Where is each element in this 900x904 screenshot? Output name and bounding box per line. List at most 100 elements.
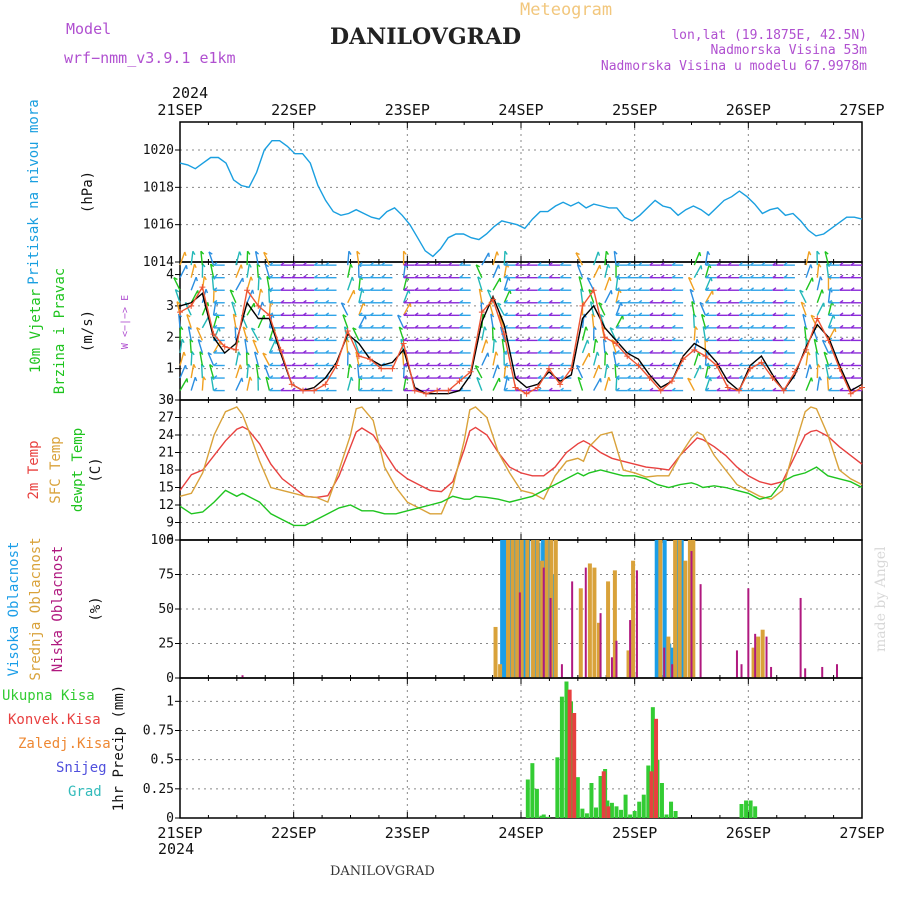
bar-precip_total: [628, 815, 632, 819]
y-tick-label: 0.25: [143, 782, 174, 797]
wind-barb: [615, 364, 616, 378]
bar-low_cloud: [519, 592, 521, 678]
legend-precip_strat: Zaledj.Kisa: [18, 736, 111, 752]
model-label: Model: [66, 20, 111, 38]
wind-barb: [504, 251, 505, 265]
bar-low_cloud: [754, 634, 756, 678]
wind-barb: [269, 289, 270, 303]
wind-barb-head: [410, 303, 411, 307]
wind-barb-head: [600, 265, 601, 269]
ylabel-precip-unit: 1hr Precip (mm): [111, 685, 127, 811]
bar-precip_total: [744, 801, 748, 819]
wind-compass-label: W <−|−> E: [120, 295, 131, 349]
bar-precip_conv: [654, 719, 658, 818]
bar-precip_total: [585, 813, 589, 818]
ylabel-sfc: SFC Temp: [48, 436, 64, 503]
bar-mid_cloud: [673, 540, 677, 678]
bar-low_cloud: [671, 664, 673, 678]
bar-mid_cloud: [761, 630, 765, 678]
bar-precip_total: [594, 808, 598, 819]
bar-precip_total: [576, 777, 580, 818]
model-elevation-info: Nadmorska Visina u modelu 67.9978m: [601, 59, 867, 74]
wind-barb-head: [812, 278, 813, 282]
ylabel-pressure: Pritisak na nivou mora: [26, 99, 42, 284]
bar-low_cloud: [585, 568, 587, 678]
bar-mid_cloud: [658, 540, 662, 678]
wind-barb-head: [499, 265, 500, 269]
top-day-label: 24SEP: [498, 101, 543, 119]
y-tick-label: 100: [151, 533, 174, 548]
bottom-day-label: 27SEP: [839, 824, 884, 842]
bottom-day-label: 26SEP: [726, 824, 771, 842]
y-tick-label: 24: [158, 428, 174, 443]
wind-barb-head: [600, 378, 601, 382]
bar-mid_cloud: [531, 540, 535, 678]
bar-low_cloud: [736, 650, 738, 678]
bar-mid_cloud: [515, 540, 519, 678]
ylabel-wind: Brzina i Pravac: [52, 268, 68, 394]
bar-mid_cloud: [606, 581, 610, 678]
wind-barb: [202, 364, 203, 378]
bar-low_cloud: [691, 551, 693, 678]
bar-precip_total: [614, 806, 618, 818]
bar-low_cloud: [700, 584, 702, 678]
bar-precip_total: [555, 757, 559, 818]
bar-low_cloud: [543, 568, 545, 678]
wind-barb-head: [489, 253, 490, 257]
wind-barb-head: [488, 353, 489, 357]
y-tick-label: 25: [158, 637, 174, 652]
ylabel-mid_cloud: Srednja Oblacnost: [28, 537, 44, 680]
bar-precip_total: [624, 795, 628, 818]
wind-barb-head: [242, 378, 243, 382]
bar-precip_conv: [649, 771, 653, 818]
y-tick-label: 21: [158, 446, 174, 461]
bar-precip_conv: [568, 690, 572, 818]
y-tick-label: 1018: [143, 180, 174, 195]
bar-precip_total: [526, 780, 530, 819]
bar-low_cloud: [766, 637, 768, 678]
bar-precip_conv: [602, 771, 606, 818]
legend-snow: Snijeg: [56, 760, 107, 776]
legend-precip_conv: Konvek.Kisa: [8, 712, 101, 728]
bar-mid_cloud: [494, 627, 498, 678]
wind-barb: [827, 377, 828, 391]
bar-precip_total: [664, 815, 668, 819]
wind-barb: [202, 377, 203, 391]
wind-barb-head: [243, 278, 244, 282]
ylabel-temp2m: 2m Temp: [26, 440, 42, 499]
legend-hail: Grad: [68, 784, 102, 800]
bar-precip_total: [546, 817, 550, 818]
bar-low_cloud: [615, 641, 617, 678]
ylabel-high_cloud: Visoka Oblacnost: [6, 542, 22, 677]
bar-low_cloud: [770, 667, 772, 678]
ylabel-wind: 10m Vjetar: [28, 289, 44, 373]
y-tick-label: 4: [166, 268, 174, 283]
bar-mid_cloud: [678, 540, 682, 678]
wind-barb: [694, 326, 695, 340]
bar-precip_total: [589, 783, 593, 818]
y-tick-label: 1020: [143, 143, 174, 158]
credit-text: made by Angel: [873, 546, 889, 652]
bar-precip_total: [749, 801, 753, 819]
unit-wind: (m/s): [80, 310, 96, 352]
bar-high_cloud: [655, 540, 659, 678]
bar-low_cloud: [636, 570, 638, 678]
bar-precip_total: [660, 783, 664, 818]
station-title: DANILOVGRAD: [330, 24, 521, 50]
bar-mid_cloud: [511, 540, 515, 678]
bottom-day-label: 22SEP: [271, 824, 316, 842]
wind-barb-head: [185, 365, 186, 369]
bar-mid_cloud: [588, 563, 592, 678]
bar-mid_cloud: [545, 540, 549, 678]
bar-low_cloud: [747, 588, 749, 678]
wind-barb-head: [208, 302, 209, 306]
bar-precip_total: [637, 802, 641, 818]
bar-precip_total: [530, 763, 534, 818]
bar-mid_cloud: [554, 540, 558, 678]
bar-precip_total: [753, 806, 757, 818]
wind-barb-head: [599, 365, 600, 369]
y-tick-label: 1: [166, 362, 174, 377]
ylabel-low_cloud: Niska Oblacnost: [50, 546, 66, 672]
bar-precip_total: [642, 795, 646, 818]
